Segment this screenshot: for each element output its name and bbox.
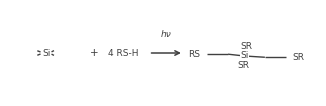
Text: SR: SR bbox=[237, 61, 249, 70]
Text: Si: Si bbox=[42, 49, 51, 57]
Text: +: + bbox=[90, 48, 99, 58]
Text: 4 RS-H: 4 RS-H bbox=[108, 49, 138, 57]
Text: Si: Si bbox=[240, 52, 249, 61]
Text: hν: hν bbox=[161, 30, 171, 39]
Text: RS: RS bbox=[188, 50, 200, 59]
Text: SR: SR bbox=[293, 53, 305, 62]
Text: SR: SR bbox=[240, 42, 252, 51]
